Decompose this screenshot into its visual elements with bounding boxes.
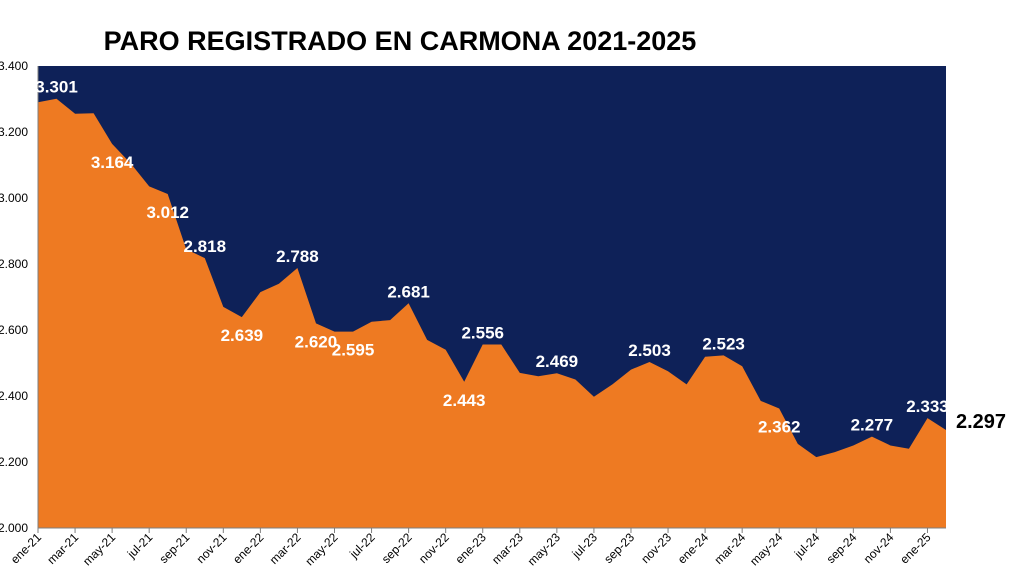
x-tick-label: jul-22: [346, 530, 378, 562]
x-tick-label: sep-23: [601, 530, 637, 566]
x-tick-label: mar-22: [267, 530, 304, 567]
data-label: 3.301: [35, 78, 78, 97]
y-tick-label: 2.600: [0, 323, 28, 337]
x-tick-label: nov-24: [861, 530, 897, 566]
data-label: 2.277: [851, 416, 894, 435]
data-label: 2.556: [461, 324, 504, 343]
x-tick-label: ene-22: [230, 530, 267, 567]
x-tick-label: mar-23: [489, 530, 526, 567]
x-tick-label: ene-25: [897, 530, 934, 567]
data-label: 2.362: [758, 418, 801, 437]
data-label: 2.818: [184, 237, 227, 256]
data-label: 2.443: [443, 391, 486, 410]
x-tick-label: nov-21: [194, 530, 230, 566]
x-tick-label: nov-23: [638, 530, 674, 566]
data-label: 2.788: [276, 247, 319, 266]
data-label: 3.164: [91, 153, 134, 172]
x-tick-label: jul-23: [569, 530, 601, 562]
x-tick-label: ene-21: [8, 530, 45, 567]
y-tick-label: 3.400: [0, 59, 28, 73]
x-tick-label: sep-24: [824, 530, 860, 566]
data-label: 2.681: [387, 282, 430, 301]
x-tick-label: nov-22: [416, 530, 452, 566]
x-tick-label: may-22: [302, 530, 340, 568]
data-label: 2.469: [536, 352, 579, 371]
data-label: 2.333: [906, 397, 949, 416]
data-label: 2.639: [221, 326, 264, 345]
x-tick-label: mar-24: [712, 530, 749, 567]
x-tick-label: may-23: [525, 530, 563, 568]
data-label: 2.523: [702, 334, 745, 353]
x-tick-label: may-21: [80, 530, 118, 568]
y-tick-label: 3.200: [0, 125, 28, 139]
data-label: 2.503: [628, 341, 671, 360]
x-tick-label: ene-23: [453, 530, 490, 567]
chart-title: PARO REGISTRADO EN CARMONA 2021-2025: [103, 26, 697, 56]
data-label: 3.012: [146, 203, 189, 222]
y-tick-label: 2.800: [0, 257, 28, 271]
y-tick-label: 2.000: [0, 521, 28, 535]
data-label: 2.297: [956, 411, 1006, 433]
x-tick-label: ene-24: [675, 530, 712, 567]
series-area: [38, 98, 946, 528]
x-tick-label: sep-22: [379, 530, 415, 566]
data-label: 2.595: [332, 341, 375, 360]
x-tick-label: may-24: [747, 530, 785, 568]
x-tick-label: mar-21: [44, 530, 81, 567]
x-tick-label: jul-21: [124, 530, 156, 562]
x-tick-label: jul-24: [791, 530, 823, 562]
y-tick-label: 2.200: [0, 455, 28, 469]
y-tick-label: 2.400: [0, 389, 28, 403]
data-label: 2.620: [295, 332, 338, 351]
y-tick-label: 3.000: [0, 191, 28, 205]
x-tick-label: sep-21: [157, 530, 193, 566]
